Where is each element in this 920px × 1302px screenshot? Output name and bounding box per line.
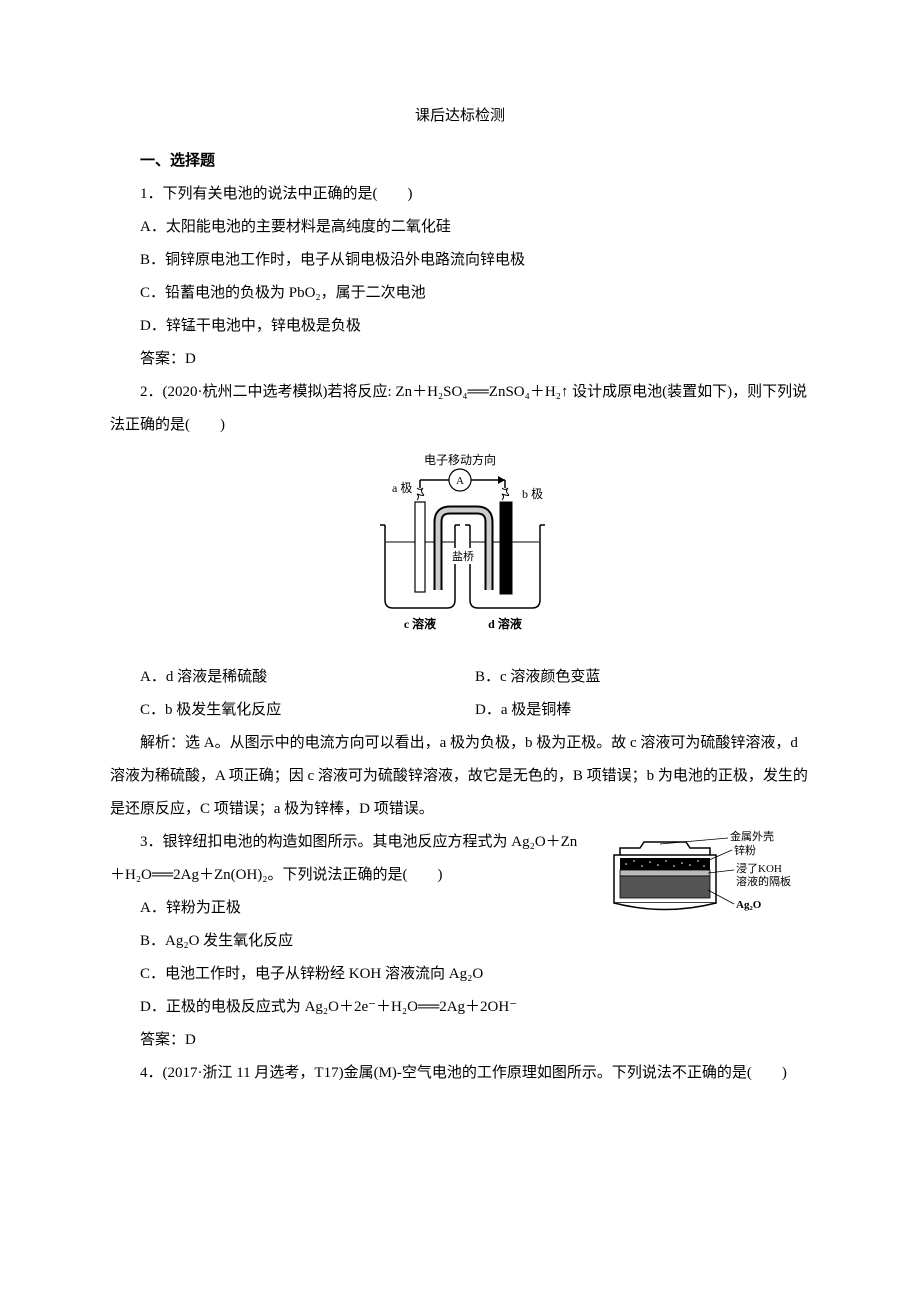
q1-opt-a: A．太阳能电池的主要材料是高纯度的二氧化硅 [110, 211, 810, 244]
q2-opt-c: C．b 极发生氧化反应 [140, 694, 475, 727]
arrow-right-icon [498, 476, 505, 484]
ag2o-label: Ag₂O [736, 899, 762, 911]
q1-stem: 1．下列有关电池的说法中正确的是( ) [110, 178, 810, 211]
c-solution-label: c 溶液 [404, 616, 436, 631]
q2-options-row1: A．d 溶液是稀硫酸 B．c 溶液颜色变蓝 [110, 661, 810, 694]
q1-opt-c: C．铅蓄电池的负极为 PbO₂，属于二次电池 [110, 277, 810, 310]
q2-options-row2: C．b 极发生氧化反应 D．a 极是铜棒 [110, 694, 810, 727]
a-electrode-label: a 极 [392, 481, 412, 495]
salt-bridge-label: 盐桥 [452, 550, 474, 563]
q1-opt-b: B．铜锌原电池工作时，电子从铜电极沿外电路流向锌电极 [110, 244, 810, 277]
zn-label: 锌粉 [734, 843, 756, 857]
q2-opt-a: A．d 溶液是稀硫酸 [140, 661, 475, 694]
d-solution-label: d 溶液 [488, 616, 522, 631]
a-electrode [415, 502, 425, 592]
page-title: 课后达标检测 [110, 100, 810, 133]
q4-stem: 4．(2017·浙江 11 月选考，T17)金属(M)-空气电池的工作原理如图所… [110, 1057, 810, 1090]
q3-answer: 答案：D [110, 1024, 810, 1057]
q2-diagram: 电子移动方向 A a 极 b 极 盐桥 [110, 450, 810, 653]
ammeter-label: A [456, 475, 464, 487]
q2-opt-b: B．c 溶液颜色变蓝 [475, 661, 810, 694]
shell-label: 金属外壳 [730, 830, 774, 843]
q1-opt-d: D．锌锰干电池中，锌电极是负极 [110, 310, 810, 343]
electron-dir-label: 电子移动方向 [424, 452, 496, 467]
q2-explanation: 解析：选 A。从图示中的电流方向可以看出，a 极为负极，b 极为正极。故 c 溶… [110, 727, 810, 826]
q2-stem: 2．(2020·杭州二中选考模拟)若将反应: Zn＋H₂SO₄══ZnSO₄＋H… [110, 376, 810, 442]
q2-opt-d: D．a 极是铜棒 [475, 694, 810, 727]
q1-answer: 答案：D [110, 343, 810, 376]
q3-opt-c: C．电池工作时，电子从锌粉经 KOH 溶液流向 Ag₂O [110, 958, 810, 991]
koh-label-2: 溶液的隔板 [736, 874, 791, 888]
b-electrode [500, 502, 512, 594]
q3-figure: 金属外壳 锌粉 浸了KOH 溶液的隔板 Ag₂O [600, 830, 810, 943]
q3-block: 金属外壳 锌粉 浸了KOH 溶液的隔板 Ag₂O 3．银锌纽扣电池的构造如图所示… [110, 826, 810, 1057]
b-electrode-label: b 极 [522, 487, 543, 501]
q3-opt-d: D．正极的电极反应式为 Ag₂O＋2e⁻＋H₂O══2Ag＋2OH⁻ [110, 991, 810, 1024]
section-heading: 一、选择题 [110, 145, 810, 178]
koh-label-1: 浸了KOH [736, 862, 782, 875]
